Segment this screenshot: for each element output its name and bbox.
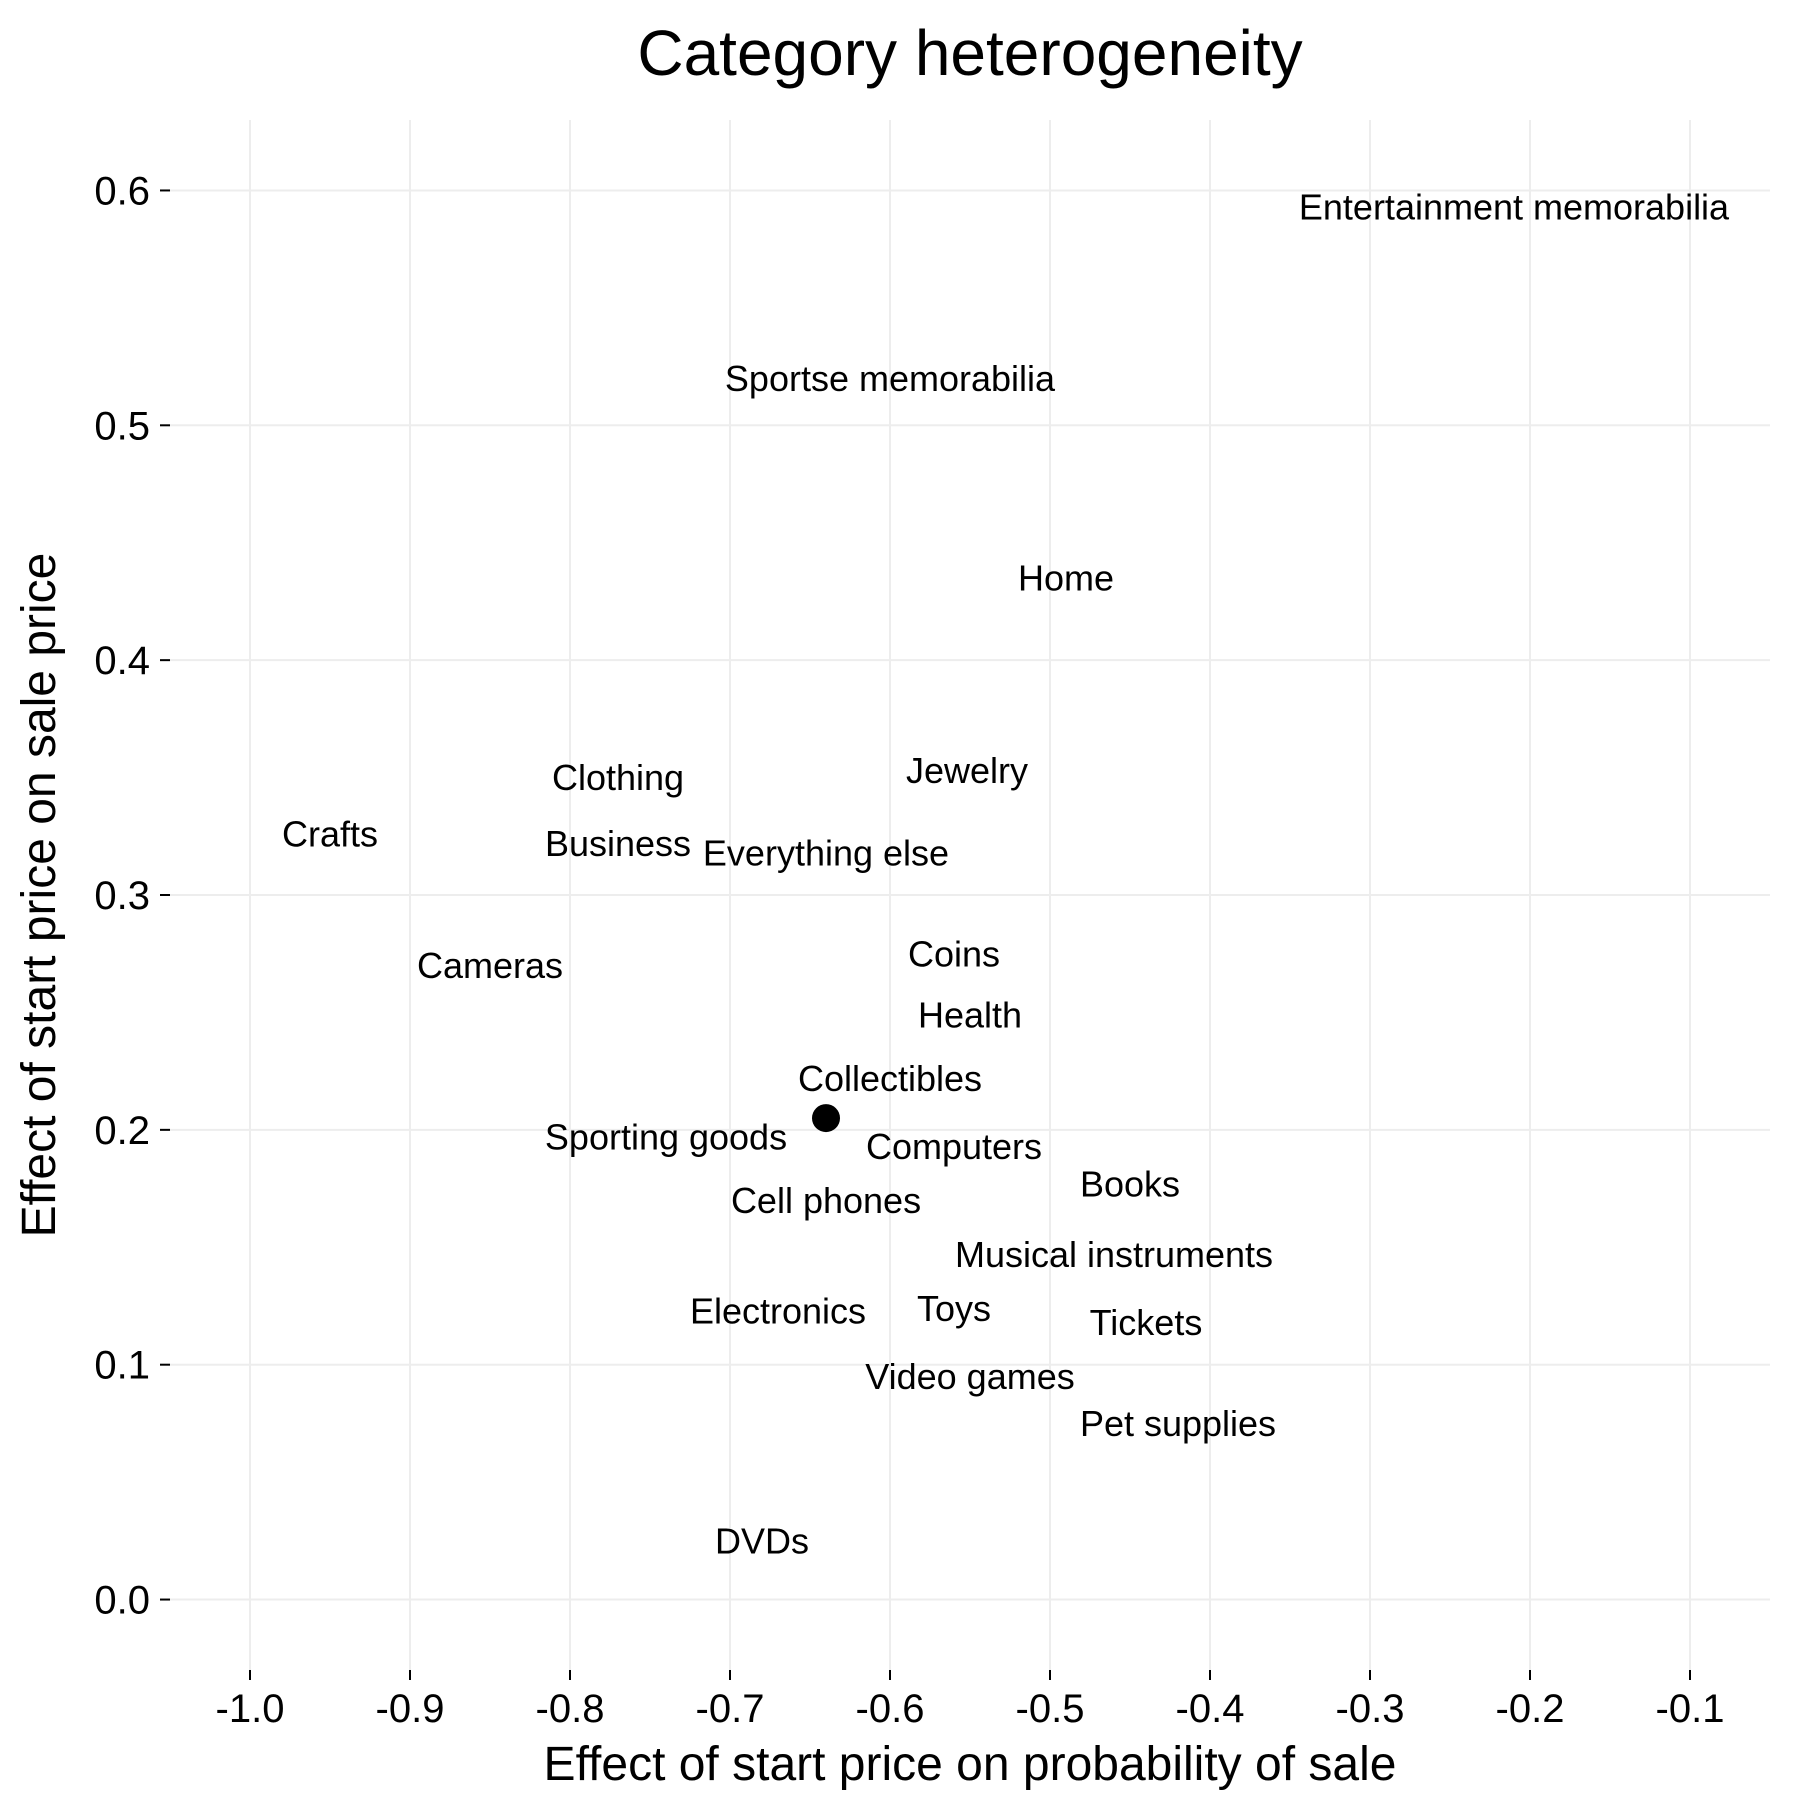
data-label: Cameras [417,945,563,986]
x-tick-label: -1.0 [216,1687,285,1731]
data-label: Books [1080,1163,1180,1204]
y-tick-label: 0.6 [94,169,150,213]
x-axis-label: Effect of start price on probability of … [544,1738,1397,1791]
y-axis-label: Effect of start price on sale price [13,553,66,1238]
data-label: Sporting goods [545,1116,787,1157]
data-label: DVDs [715,1520,809,1561]
y-tick-label: 0.3 [94,874,150,918]
data-label: Home [1018,558,1114,599]
y-tick-label: 0.2 [94,1109,150,1153]
data-label: Tickets [1090,1302,1203,1343]
x-tick-label: -0.3 [1336,1687,1405,1731]
data-label: Sportse memorabilia [725,358,1056,399]
data-label: Crafts [282,814,378,855]
data-label: Coins [908,933,1000,974]
data-label: Everything else [703,832,949,873]
data-label: Musical instruments [955,1234,1273,1275]
chart-container: -1.0 -0.9 -0.8 -0.7 -0.6 -0.5 -0.4 -0.3 -0.2 -0.1… [0,0,1800,1800]
data-label: Computers [866,1126,1042,1167]
data-label: Business [545,823,691,864]
data-label: Pet supplies [1080,1403,1276,1444]
data-label: Jewelry [906,750,1028,791]
data-label: Cell phones [731,1180,921,1221]
y-tick-label: 0.1 [94,1344,150,1388]
x-tick-label: -0.7 [696,1687,765,1731]
data-label: Clothing [552,757,684,798]
x-tick-label: -0.6 [856,1687,925,1731]
data-label: Electronics [690,1290,866,1331]
chart-title: Category heterogeneity [637,17,1302,89]
y-tick-label: 0.4 [94,639,150,683]
data-label: Health [918,994,1022,1035]
x-tick-label: -0.2 [1496,1687,1565,1731]
x-tick-label: -0.5 [1016,1687,1085,1731]
center-point [812,1104,840,1132]
x-tick-label: -0.4 [1176,1687,1245,1731]
y-tick-label: 0.5 [94,404,150,448]
y-tick-label: 0.0 [94,1579,150,1623]
data-label: Video games [865,1356,1074,1397]
x-tick-label: -0.8 [536,1687,605,1731]
scatter-chart: -1.0 -0.9 -0.8 -0.7 -0.6 -0.5 -0.4 -0.3 -0.2 -0.1… [0,0,1800,1800]
data-label: Collectibles [798,1058,982,1099]
x-tick-label: -0.9 [376,1687,445,1731]
data-label: Toys [917,1288,991,1329]
data-label: Entertainment memorabilia [1299,186,1730,227]
x-tick-label: -0.1 [1656,1687,1725,1731]
